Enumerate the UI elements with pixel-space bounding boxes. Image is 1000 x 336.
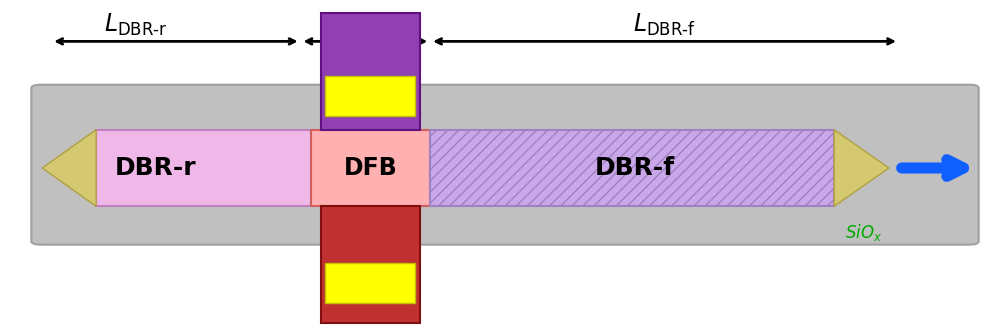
Text: $SiO_x$: $SiO_x$ (845, 222, 883, 244)
Bar (96, 130, 350, 206)
FancyBboxPatch shape (31, 85, 979, 245)
Text: DBR-f: DBR-f (595, 156, 675, 180)
Text: $L_{\mathrm{DFB}}$: $L_{\mathrm{DFB}}$ (332, 12, 379, 38)
Text: $L_{\mathrm{DBR\text{-}f}}$: $L_{\mathrm{DBR\text{-}f}}$ (633, 12, 696, 38)
Bar (320, 206, 420, 323)
Bar (325, 76, 415, 116)
Text: DFB: DFB (343, 156, 397, 180)
Bar (325, 263, 415, 303)
Polygon shape (42, 130, 96, 206)
Bar (311, 130, 430, 206)
Bar (430, 130, 834, 206)
Text: DBR-r: DBR-r (115, 156, 197, 180)
Bar (320, 13, 420, 130)
Polygon shape (834, 130, 889, 206)
Text: $L_{\mathrm{DBR\text{-}r}}$: $L_{\mathrm{DBR\text{-}r}}$ (104, 12, 168, 38)
